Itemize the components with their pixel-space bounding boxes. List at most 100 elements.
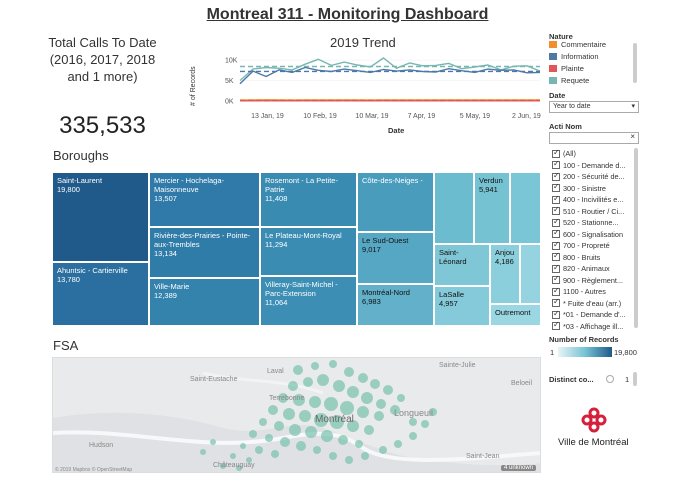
fsa-dot[interactable] [246,457,252,463]
fsa-dot[interactable] [333,380,345,392]
tile-rosemont[interactable]: Rosemont - La Petite-Patrie 11,408 [260,172,357,227]
acti-option[interactable]: 820 - Animaux [552,263,610,273]
tile-saint-leonard[interactable]: Saint-Léonard [434,244,490,286]
fsa-dot[interactable] [293,394,305,406]
fsa-dot[interactable] [357,406,369,418]
fsa-dot[interactable] [324,397,338,411]
checkbox-icon[interactable] [552,320,560,330]
fsa-dot[interactable] [321,430,333,442]
checkbox-icon[interactable] [552,148,560,158]
fsa-dot[interactable] [200,449,206,455]
checkbox-icon[interactable] [552,194,560,204]
fsa-dot[interactable] [376,399,386,409]
fsa-dot[interactable] [309,396,321,408]
fsa-dot[interactable] [249,430,257,438]
tile-sud-ouest[interactable]: Le Sud-Ouest 9,017 [357,232,434,284]
acti-scrollbar[interactable] [634,148,638,328]
acti-search-input[interactable]: × [549,132,639,144]
fsa-dot[interactable] [338,435,348,445]
checkbox-icon[interactable] [552,228,560,238]
fsa-dot[interactable] [283,408,295,420]
tile-unnamed-2[interactable] [510,172,541,244]
fsa-dot[interactable] [317,374,329,386]
fsa-dot[interactable] [340,401,354,415]
fsa-map[interactable]: Saint-Eustache Laval Terrebonne Sainte-J… [52,357,541,473]
fsa-dot[interactable] [268,405,278,415]
fsa-dot[interactable] [429,408,437,416]
tile-plateau[interactable]: Le Plateau-Mont-Royal 11,294 [260,227,357,276]
distinct-scrollbar[interactable] [633,372,637,386]
fsa-dot[interactable] [255,446,263,454]
legend-scrollbar[interactable] [633,43,637,83]
acti-option[interactable]: * Fuite d'eau (arr.) [552,297,621,308]
tile-saint-laurent[interactable]: Saint-Laurent 19,800 [52,172,149,262]
acti-option[interactable]: 900 - Règlement... [552,274,623,285]
acti-option[interactable]: *01 - Demande d'... [552,309,626,319]
tile-anjou[interactable]: Anjou 4,186 [490,244,520,304]
fsa-dot[interactable] [397,394,405,402]
checkbox-icon[interactable] [552,286,560,296]
fsa-dot[interactable] [305,426,317,438]
tile-cote-des-neiges[interactable]: Côte-des-Neiges - [357,172,434,232]
boroughs-treemap[interactable]: Saint-Laurent 19,800 Ahuntsic - Cartiervi… [52,172,541,326]
acti-option[interactable]: 700 - Propreté [552,240,610,250]
trend-chart[interactable]: # of Records 10K 5K 0K 13 Jan, 19 10 Feb, 1… [185,48,545,138]
fsa-dot[interactable] [330,415,344,429]
fsa-dot[interactable] [210,439,216,445]
fsa-dot[interactable] [409,418,417,426]
fsa-dot[interactable] [271,450,279,458]
tile-mercier[interactable]: Mercier - Hochelaga-Maisonneuve 13,507 [149,172,260,227]
fsa-dot[interactable] [236,465,242,471]
checkbox-icon[interactable] [552,205,560,215]
tile-ville-marie[interactable]: Ville-Marie 12,389 [149,278,260,326]
fsa-dot[interactable] [421,420,429,428]
acti-option[interactable]: 1100 - Autres [552,286,606,296]
tile-montreal-nord[interactable]: Montréal-Nord 6,983 [357,284,434,326]
checkbox-icon[interactable] [552,217,560,227]
fsa-dot[interactable] [361,392,373,404]
series-line-information[interactable] [239,66,541,85]
fsa-dot[interactable] [329,452,337,460]
fsa-dot[interactable] [370,379,380,389]
fsa-dot[interactable] [344,367,354,377]
fsa-dot[interactable] [361,452,369,460]
tile-verdun[interactable]: Verdun 5,941 [474,172,510,244]
acti-option[interactable]: 400 - Incivilités e... [552,194,623,204]
fsa-dot[interactable] [299,410,311,422]
fsa-dot[interactable] [394,440,402,448]
checkbox-icon[interactable] [552,309,560,319]
fsa-dot[interactable] [259,418,267,426]
legend-plainte[interactable]: Plainte [549,64,584,73]
acti-option[interactable]: 200 - Sécurité de... [552,171,625,181]
checkbox-icon[interactable] [552,263,560,273]
close-icon[interactable]: × [630,132,635,141]
fsa-dot[interactable] [383,385,393,395]
fsa-dot[interactable] [345,456,353,464]
fsa-dot[interactable] [274,421,284,431]
fsa-dot[interactable] [293,365,303,375]
fsa-dot[interactable] [379,446,387,454]
date-dropdown[interactable]: Year to date ▾ [549,101,639,113]
acti-option[interactable]: 600 - Signalisation [552,228,623,239]
tile-ahuntsic[interactable]: Ahuntsic - Cartierville 13,780 [52,262,149,326]
fsa-dot[interactable] [278,393,288,403]
fsa-dot[interactable] [240,443,246,449]
acti-option[interactable]: *03 - Affichage ill... [552,320,623,331]
fsa-dot[interactable] [288,381,298,391]
checkbox-icon[interactable] [552,297,560,307]
acti-option[interactable]: (All) [552,148,576,158]
checkbox-icon[interactable] [552,251,560,261]
checkbox-icon[interactable] [552,182,560,192]
fsa-dot[interactable] [409,432,417,440]
fsa-dot[interactable] [220,463,226,469]
tile-unnamed-1[interactable] [434,172,474,244]
fsa-dot[interactable] [280,437,290,447]
legend-commentaire[interactable]: Commentaire [549,40,606,49]
fsa-dot[interactable] [355,440,363,448]
fsa-dot[interactable] [311,362,319,370]
legend-requete[interactable]: Requete [549,76,589,85]
tile-villeray[interactable]: Villeray-Saint-Michel - Parc-Extension 11… [260,276,357,326]
tile-unnamed-3[interactable] [520,244,541,304]
acti-option[interactable]: 510 - Routier / Ci... [552,205,624,216]
fsa-dot[interactable] [313,446,321,454]
